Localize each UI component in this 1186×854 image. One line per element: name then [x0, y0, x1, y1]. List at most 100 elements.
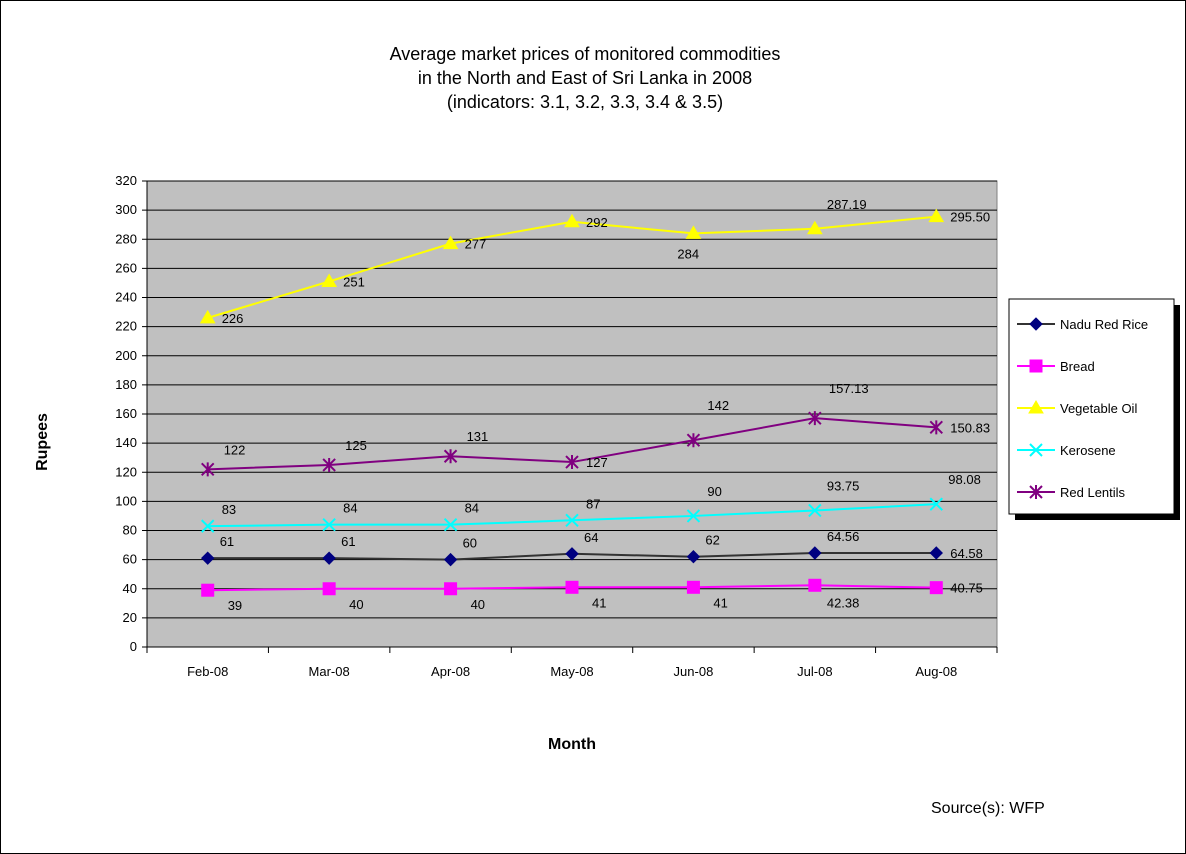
y-tick-label: 180 — [115, 377, 137, 392]
y-tick-label: 80 — [123, 523, 137, 538]
data-label: 64.58 — [950, 546, 983, 561]
data-label: 131 — [467, 429, 489, 444]
chart-title-line-1: Average market prices of monitored commo… — [390, 44, 781, 64]
data-point — [565, 580, 579, 594]
legend-marker — [1029, 359, 1043, 373]
data-label: 226 — [222, 311, 244, 326]
data-point — [201, 462, 215, 477]
data-label: 292 — [586, 215, 608, 230]
y-tick-label: 200 — [115, 348, 137, 363]
legend-item: Nadu Red Rice — [1017, 317, 1148, 332]
data-point — [686, 580, 700, 594]
x-axis-ticks: Feb-08 Mar-08 Apr-08 May-08 Jun-08 Jul-08 Aug-… — [146, 646, 998, 679]
data-point — [806, 220, 823, 235]
legend-label: Kerosene — [1060, 443, 1116, 458]
y-tick-label: 260 — [115, 260, 137, 275]
data-point — [443, 552, 458, 567]
data-point — [686, 433, 701, 448]
chart-title-line-3: (indicators: 3.1, 3.2, 3.3, 3.4 & 3.5) — [447, 92, 723, 112]
data-point — [444, 582, 458, 596]
data-label: 125 — [345, 438, 367, 453]
x-tick-label: Feb-08 — [187, 664, 228, 679]
y-axis-title: Rupees — [34, 413, 51, 471]
data-point — [565, 513, 579, 528]
data-label: 251 — [343, 274, 365, 289]
series-red-lentils — [201, 411, 943, 477]
y-tick-label: 0 — [130, 639, 137, 654]
data-label: 93.75 — [827, 478, 860, 493]
data-label: 284 — [677, 246, 699, 261]
data-point — [322, 457, 336, 472]
y-tick-label: 240 — [115, 290, 137, 305]
data-label: 98.08 — [948, 472, 981, 487]
data-point — [443, 449, 458, 464]
data-point — [201, 551, 215, 565]
legend-item: Vegetable Oil — [1017, 400, 1137, 416]
data-point — [686, 509, 701, 523]
data-label: 40.75 — [950, 581, 983, 596]
series-nadu-red-rice — [201, 546, 943, 567]
data-point — [929, 497, 943, 511]
legend-marker — [1029, 443, 1043, 457]
legend-marker — [1028, 400, 1044, 414]
legend-label: Red Lentils — [1060, 485, 1126, 500]
data-label: 295.50 — [950, 210, 990, 225]
y-tick-label: 40 — [123, 581, 137, 596]
series-kerosene — [201, 497, 943, 533]
data-point — [201, 519, 215, 533]
data-label: 42.38 — [827, 595, 860, 610]
y-tick-label: 320 — [115, 173, 137, 188]
x-axis-title: Month — [548, 736, 596, 753]
data-label: 64 — [584, 530, 598, 545]
legend-item: Kerosene — [1017, 443, 1116, 458]
legend-item: Red Lentils — [1017, 485, 1126, 500]
data-label: 84 — [465, 501, 479, 516]
data-label: 90 — [707, 484, 721, 499]
data-point — [322, 582, 336, 596]
data-label: 62 — [705, 533, 719, 548]
y-tick-label: 280 — [115, 231, 137, 246]
x-tick-label: Jun-08 — [674, 664, 714, 679]
data-point — [564, 213, 580, 228]
series-bread — [201, 578, 943, 597]
data-label: 277 — [465, 237, 487, 252]
series-layer — [199, 208, 945, 597]
y-tick-label: 60 — [123, 552, 137, 567]
legend: Nadu Red Rice Bread Vegetable Oil Kerosene R… — [1008, 298, 1180, 520]
legend-marker — [1029, 485, 1043, 499]
x-tick-label: Jul-08 — [797, 664, 832, 679]
y-tick-label: 160 — [115, 406, 137, 421]
y-tick-label: 120 — [115, 464, 137, 479]
data-label: 41 — [713, 595, 727, 610]
legend-item: Bread — [1017, 359, 1095, 374]
legend-label: Vegetable Oil — [1060, 401, 1137, 416]
y-tick-label: 100 — [115, 493, 137, 508]
data-label: 40 — [471, 597, 485, 612]
data-label: 142 — [707, 398, 729, 413]
data-point — [322, 551, 336, 565]
data-point — [928, 208, 945, 223]
source-note: Source(s): WFP — [931, 800, 1045, 817]
legend-label: Bread — [1060, 359, 1095, 374]
data-label: 87 — [586, 496, 600, 511]
data-point — [929, 581, 943, 595]
chart-title-line-2: in the North and East of Sri Lanka in 20… — [418, 68, 752, 88]
data-label: 127 — [586, 455, 608, 470]
data-label: 41 — [592, 595, 606, 610]
data-label: 287.19 — [827, 197, 867, 212]
data-point — [808, 411, 822, 426]
data-point — [808, 503, 822, 518]
y-tick-label: 140 — [115, 435, 137, 450]
data-point — [199, 309, 216, 324]
legend-marker — [1029, 317, 1043, 331]
data-label: 157.13 — [829, 381, 869, 396]
data-point — [321, 273, 338, 287]
series-vegetable-oil — [199, 208, 945, 324]
x-tick-label: Apr-08 — [431, 664, 470, 679]
legend-label: Nadu Red Rice — [1060, 317, 1148, 332]
x-tick-label: Aug-08 — [915, 664, 957, 679]
data-point — [322, 517, 336, 532]
y-axis-ticks: 0 20 40 60 80 100 120 140 160 180 200 220 240 260 280 3… — [115, 173, 148, 654]
data-label: 64.56 — [827, 529, 860, 544]
x-tick-label: Mar-08 — [309, 664, 350, 679]
